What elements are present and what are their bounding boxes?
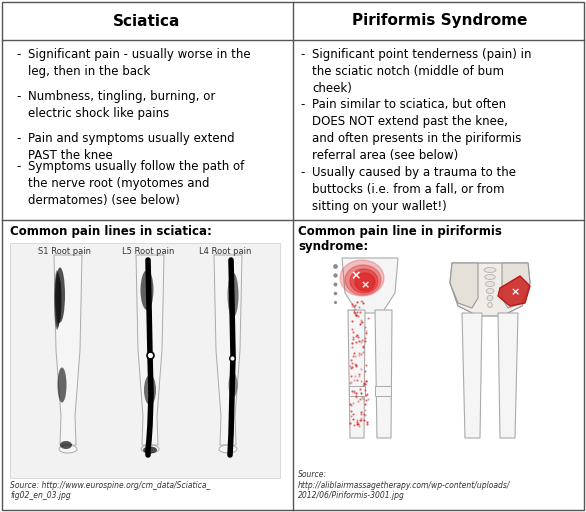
Text: ×: × bbox=[351, 269, 361, 283]
Ellipse shape bbox=[488, 303, 492, 308]
Text: -: - bbox=[16, 90, 21, 103]
Text: Symptoms usually follow the path of
the nerve root (myotomes and
dermatomes) (se: Symptoms usually follow the path of the … bbox=[28, 160, 244, 207]
Ellipse shape bbox=[485, 282, 495, 287]
Ellipse shape bbox=[141, 445, 159, 453]
Text: Usually caused by a trauma to the
buttocks (i.e. from a fall, or from
sitting on: Usually caused by a trauma to the buttoc… bbox=[312, 166, 516, 213]
Polygon shape bbox=[462, 313, 482, 438]
Text: Sciatica: Sciatica bbox=[113, 13, 180, 29]
Text: Source: http://www.eurospine.org/cm_data/Sciatica_
fig02_en_03.jpg: Source: http://www.eurospine.org/cm_data… bbox=[10, 481, 210, 500]
Ellipse shape bbox=[485, 274, 495, 280]
Polygon shape bbox=[355, 273, 375, 291]
Text: -: - bbox=[16, 48, 21, 61]
Polygon shape bbox=[214, 255, 242, 445]
Text: Common pain lines in sciatica:: Common pain lines in sciatica: bbox=[10, 225, 212, 238]
Polygon shape bbox=[348, 310, 365, 438]
Ellipse shape bbox=[54, 270, 60, 330]
Ellipse shape bbox=[484, 267, 496, 272]
Text: Significant pain - usually worse in the
leg, then in the back: Significant pain - usually worse in the … bbox=[28, 48, 251, 78]
Ellipse shape bbox=[57, 277, 61, 323]
Polygon shape bbox=[345, 265, 381, 295]
Text: Pain similar to sciatica, but often
DOES NOT extend past the knee,
and often pre: Pain similar to sciatica, but often DOES… bbox=[312, 98, 522, 162]
Ellipse shape bbox=[59, 280, 62, 320]
Ellipse shape bbox=[487, 295, 493, 301]
Text: ×: × bbox=[510, 287, 520, 297]
Text: Numbness, tingling, burning, or
electric shock like pains: Numbness, tingling, burning, or electric… bbox=[28, 90, 216, 120]
Ellipse shape bbox=[141, 270, 154, 310]
Ellipse shape bbox=[55, 272, 60, 328]
Polygon shape bbox=[502, 263, 530, 308]
Polygon shape bbox=[450, 263, 530, 316]
Text: L4 Root pain: L4 Root pain bbox=[199, 247, 251, 256]
Ellipse shape bbox=[55, 273, 60, 327]
Ellipse shape bbox=[54, 271, 60, 329]
Polygon shape bbox=[342, 258, 398, 313]
Ellipse shape bbox=[229, 373, 237, 397]
Text: Pain and symptoms usually extend
PAST the knee: Pain and symptoms usually extend PAST th… bbox=[28, 132, 234, 162]
Ellipse shape bbox=[227, 272, 239, 317]
Ellipse shape bbox=[143, 446, 157, 454]
Text: Piriformis Syndrome: Piriformis Syndrome bbox=[352, 13, 527, 29]
Text: L5 Root pain: L5 Root pain bbox=[122, 247, 174, 256]
Ellipse shape bbox=[56, 275, 61, 325]
Polygon shape bbox=[375, 310, 392, 438]
Polygon shape bbox=[54, 255, 82, 445]
Ellipse shape bbox=[58, 279, 62, 321]
Text: -: - bbox=[300, 166, 304, 179]
Text: -: - bbox=[16, 160, 21, 173]
Text: Common pain line in piriformis
syndrome:: Common pain line in piriformis syndrome: bbox=[298, 225, 502, 253]
Ellipse shape bbox=[60, 441, 72, 449]
Polygon shape bbox=[498, 276, 530, 306]
Ellipse shape bbox=[56, 274, 60, 326]
Text: ×: × bbox=[360, 280, 370, 290]
Polygon shape bbox=[498, 313, 518, 438]
Polygon shape bbox=[450, 263, 478, 308]
Polygon shape bbox=[350, 269, 378, 293]
Text: Source:
http://aliblairmassagetherapy.com/wp-content/uploads/
2012/06/Piriformis: Source: http://aliblairmassagetherapy.co… bbox=[298, 470, 510, 500]
Ellipse shape bbox=[57, 278, 61, 322]
Ellipse shape bbox=[59, 281, 62, 319]
Ellipse shape bbox=[486, 288, 494, 293]
Polygon shape bbox=[136, 255, 164, 445]
Text: Significant point tenderness (pain) in
the sciatic notch (middle of bum
cheek): Significant point tenderness (pain) in t… bbox=[312, 48, 532, 95]
Ellipse shape bbox=[55, 267, 65, 323]
Ellipse shape bbox=[57, 276, 61, 324]
Bar bbox=[10, 243, 280, 478]
Text: S1 Root pain: S1 Root pain bbox=[39, 247, 91, 256]
Text: -: - bbox=[300, 48, 304, 61]
Ellipse shape bbox=[144, 375, 156, 405]
Text: -: - bbox=[16, 132, 21, 145]
Ellipse shape bbox=[219, 445, 237, 453]
Bar bbox=[349, 386, 365, 396]
Ellipse shape bbox=[57, 368, 66, 402]
Polygon shape bbox=[340, 260, 384, 296]
Bar bbox=[375, 386, 391, 396]
Ellipse shape bbox=[59, 445, 77, 453]
Text: -: - bbox=[300, 98, 304, 111]
